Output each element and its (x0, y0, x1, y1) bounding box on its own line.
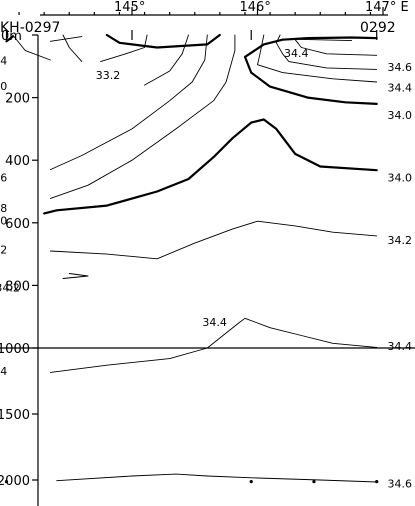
isohaline-34-1 (43, 118, 378, 215)
isohaline-label-8: 34.0 (388, 171, 413, 184)
isohaline-34-6-19 (56, 473, 378, 483)
isohaline-label-0: 34.4 (0, 55, 7, 68)
isohaline-label-16: 34.4 (0, 365, 7, 378)
isohaline-label-4: 34.6 (388, 61, 413, 74)
isohaline-33-2-7 (100, 34, 148, 63)
depth-tick-label-5: 1000 (0, 342, 30, 357)
isohaline-label-13: 34.2 (0, 282, 20, 295)
bottom-dot-2 (312, 480, 316, 484)
bottom-dot-1 (249, 480, 253, 484)
isohaline-label-15: 34.4 (388, 340, 413, 353)
top-tick-label-1: 146° (240, 0, 271, 15)
station-label-right: 0292 (360, 20, 396, 36)
isohaline-33-4-6 (144, 34, 189, 86)
isohaline-label-12: 34.2 (388, 234, 413, 247)
isohaline-label-9: 33.8 (0, 202, 7, 215)
top-axis: 145° 146° 147° E (18, 0, 409, 16)
depth-tick-label-4: 800 (5, 279, 30, 294)
isohaline-34-4-18 (49, 347, 208, 373)
depth-tick-label-2: 400 (5, 154, 30, 169)
isohaline-33-8-4 (49, 34, 236, 199)
depth-tick-label-1: 200 (5, 92, 30, 107)
isohaline-label-17: 34.6 (388, 477, 413, 490)
isohaline-contours (5, 33, 378, 483)
isohaline-34-2-16 (62, 273, 89, 279)
isohaline-label-11: 34.2 (0, 243, 7, 256)
isohaline-label-14: 34.4 (202, 316, 227, 329)
isohaline-34-0 (243, 36, 378, 106)
station-label-left: KH-0297 (0, 20, 60, 36)
isohaline-label-7: 33.6 (0, 171, 7, 184)
top-tick-label-2: 147° E (365, 0, 409, 15)
isohaline-34-4-10 (49, 36, 83, 42)
isohaline-34-2 (5, 35, 14, 43)
depth-tick-label-3: 600 (5, 217, 30, 232)
isohaline-34-2-15 (49, 220, 378, 260)
isohaline-label-1: 34.0 (0, 80, 7, 93)
bottom-dot-3 (375, 480, 379, 484)
isohaline-labels: 34.434.033.234.434.634.434.033.634.033.8… (0, 47, 412, 490)
depth-tick-label-6: 1500 (0, 408, 30, 423)
depth-tick-label-7: 2000 (0, 474, 30, 489)
isohaline-label-5: 34.4 (388, 81, 413, 94)
isohaline-label-10: 34.0 (0, 214, 7, 227)
isohaline-34-4-14 (282, 38, 353, 42)
isohaline-34-4-12 (275, 34, 378, 70)
isohaline-label-6: 34.0 (388, 109, 413, 122)
station-labels: KH-0297 0292 (0, 20, 396, 36)
isohaline-34-4-17 (206, 317, 378, 349)
isohaline-34-3 (105, 33, 221, 49)
isohaline-34-2-11 (257, 34, 378, 83)
station-bottom-dots (4, 480, 379, 484)
top-tick-label-0: 145° (114, 0, 145, 15)
isohaline-label-2: 33.2 (96, 69, 121, 82)
isohaline-34-2-8 (12, 34, 51, 61)
bottom-dot-0 (4, 480, 9, 484)
isohaline-34-6-13 (294, 39, 378, 56)
isohaline-33-6-5 (49, 34, 208, 171)
isohaline-label-3: 34.4 (284, 47, 309, 60)
